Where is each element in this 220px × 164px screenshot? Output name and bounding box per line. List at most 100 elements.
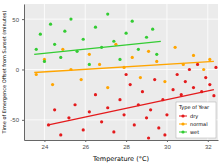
tick: 50 xyxy=(12,17,24,23)
y-axis-line xyxy=(24,5,25,141)
point xyxy=(63,30,66,33)
point xyxy=(171,88,174,91)
point xyxy=(202,68,205,71)
tick-label: 30 xyxy=(164,144,171,150)
tick: 30 xyxy=(164,140,171,150)
plot-background xyxy=(24,4,218,140)
point xyxy=(145,36,148,39)
legend-marker xyxy=(181,122,184,125)
point xyxy=(131,56,134,59)
point xyxy=(61,48,64,51)
tick-mark xyxy=(44,140,45,142)
point xyxy=(147,136,150,139)
point xyxy=(163,133,166,136)
y-axis: -50 0 50 xyxy=(10,5,24,141)
point xyxy=(131,20,134,23)
tick-label: 28 xyxy=(123,144,130,150)
legend-marker xyxy=(181,130,184,133)
point xyxy=(43,60,46,63)
point xyxy=(73,103,76,106)
point xyxy=(163,80,166,83)
point xyxy=(98,63,101,66)
point xyxy=(147,50,150,53)
tick-label: 50 xyxy=(12,17,19,23)
tick-label: -50 xyxy=(10,117,19,123)
point xyxy=(106,86,109,89)
point xyxy=(39,33,42,36)
point xyxy=(100,120,103,123)
tick-mark xyxy=(126,140,127,142)
point xyxy=(204,76,207,79)
point xyxy=(145,116,148,119)
point xyxy=(155,53,158,56)
point xyxy=(88,110,91,113)
point xyxy=(59,56,62,59)
y-axis-title: Time of Emergence Offset from Sunset (mi… xyxy=(1,11,8,135)
point xyxy=(35,73,38,76)
series-dry xyxy=(47,63,218,140)
tick-mark xyxy=(85,140,86,142)
point xyxy=(80,78,83,81)
tick: 0 xyxy=(16,67,24,73)
tick-mark xyxy=(22,120,24,121)
series-wet xyxy=(35,12,159,66)
point xyxy=(118,58,121,61)
tick: -50 xyxy=(10,117,24,123)
point xyxy=(82,38,85,41)
legend-box xyxy=(176,102,216,138)
point xyxy=(51,83,54,86)
point xyxy=(88,53,91,56)
point xyxy=(49,23,52,26)
point xyxy=(184,80,187,83)
legend-label: normal xyxy=(190,121,208,127)
point xyxy=(151,28,154,31)
point xyxy=(214,66,217,69)
point xyxy=(176,73,179,76)
tick-label: 0 xyxy=(16,67,20,73)
fit-line xyxy=(34,41,161,54)
point xyxy=(53,108,56,111)
point xyxy=(153,78,156,81)
x-axis: 24 26 28 30 32 xyxy=(25,140,219,150)
point xyxy=(35,48,38,51)
point xyxy=(165,113,168,116)
plot-area xyxy=(34,12,217,139)
point xyxy=(212,94,215,97)
tick-mark xyxy=(208,140,209,142)
point xyxy=(155,60,158,63)
series-normal xyxy=(35,43,212,90)
point xyxy=(174,46,177,49)
point xyxy=(122,113,125,116)
legend-title: Type of Year xyxy=(178,104,210,111)
point xyxy=(192,54,195,57)
tick-mark xyxy=(167,140,168,142)
legend-marker xyxy=(181,114,184,117)
legend-label: dry xyxy=(190,113,198,120)
point xyxy=(59,133,62,136)
grid xyxy=(24,4,218,140)
point xyxy=(149,108,152,111)
point xyxy=(82,128,85,131)
point xyxy=(208,83,211,86)
point xyxy=(106,12,109,15)
point xyxy=(94,26,97,29)
tick: 24 xyxy=(42,140,49,150)
point xyxy=(196,63,199,66)
tick-mark xyxy=(22,69,24,70)
point xyxy=(112,130,115,133)
point xyxy=(133,123,136,126)
grid-line xyxy=(24,19,218,20)
x-axis-title: Temperature (°C) xyxy=(92,155,149,163)
point xyxy=(157,126,160,129)
point xyxy=(53,43,56,46)
point xyxy=(141,90,144,93)
tick-label: 24 xyxy=(42,144,49,150)
point xyxy=(67,116,70,119)
tick-label: 26 xyxy=(82,144,89,150)
point xyxy=(125,32,128,35)
x-axis-line xyxy=(25,140,219,141)
point xyxy=(125,73,128,76)
point xyxy=(129,83,132,86)
point xyxy=(137,48,140,51)
tick: 32 xyxy=(205,140,212,150)
